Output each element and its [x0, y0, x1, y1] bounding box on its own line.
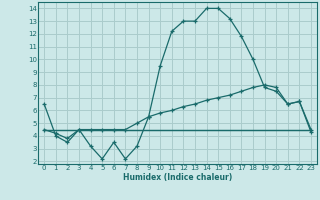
X-axis label: Humidex (Indice chaleur): Humidex (Indice chaleur)	[123, 173, 232, 182]
